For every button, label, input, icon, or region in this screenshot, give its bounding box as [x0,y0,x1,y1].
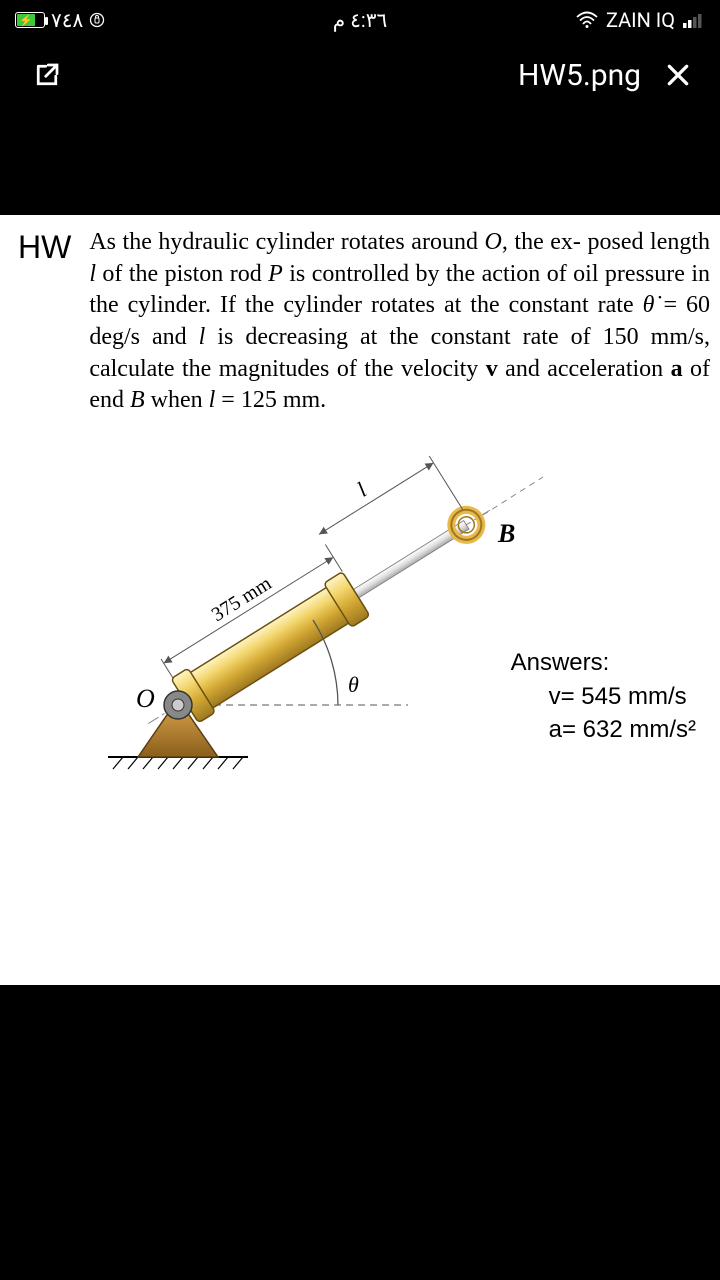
open-external-icon [32,60,62,90]
wifi-icon [576,11,598,29]
answers-header: Answers: [511,647,696,679]
app-header: HW5.png [0,40,720,110]
open-external-button[interactable] [30,58,64,92]
hydraulic-cylinder-diagram: 375 mm l θ O B [88,447,558,807]
close-button[interactable] [661,58,695,92]
status-bar: ⚡ ٧٤٨ ٤:٣٦ م ZAIN IQ [0,0,720,40]
image-content[interactable]: HW As the hydraulic cylinder rotates aro… [0,215,720,985]
theta-label: θ [348,672,359,697]
status-time: ٤:٣٦ م [333,8,387,32]
answer-acceleration: a= 632 mm/s² [511,714,696,746]
rotation-lock-icon [89,12,105,28]
status-left: ⚡ ٧٤٨ [15,8,105,32]
dim-l-label: l [352,477,370,501]
file-title: HW5.png [518,58,641,93]
hw-label: HW [18,229,71,417]
figure: 375 mm l θ O B Answers: v= 545 mm/s [18,447,710,827]
status-right: ZAIN IQ [576,8,705,32]
label-O: O [136,684,155,713]
battery-icon: ⚡ [15,12,45,28]
close-icon [665,62,691,88]
problem-text: As the hydraulic cylinder rotates around… [89,227,710,417]
label-B: B [497,519,515,548]
answer-velocity: v= 545 mm/s [511,681,696,713]
carrier-name: ZAIN IQ [606,8,675,32]
signal-icon [683,12,705,28]
answers-block: Answers: v= 545 mm/s a= 632 mm/s² [511,647,696,746]
battery-percent: ٧٤٨ [51,8,83,32]
